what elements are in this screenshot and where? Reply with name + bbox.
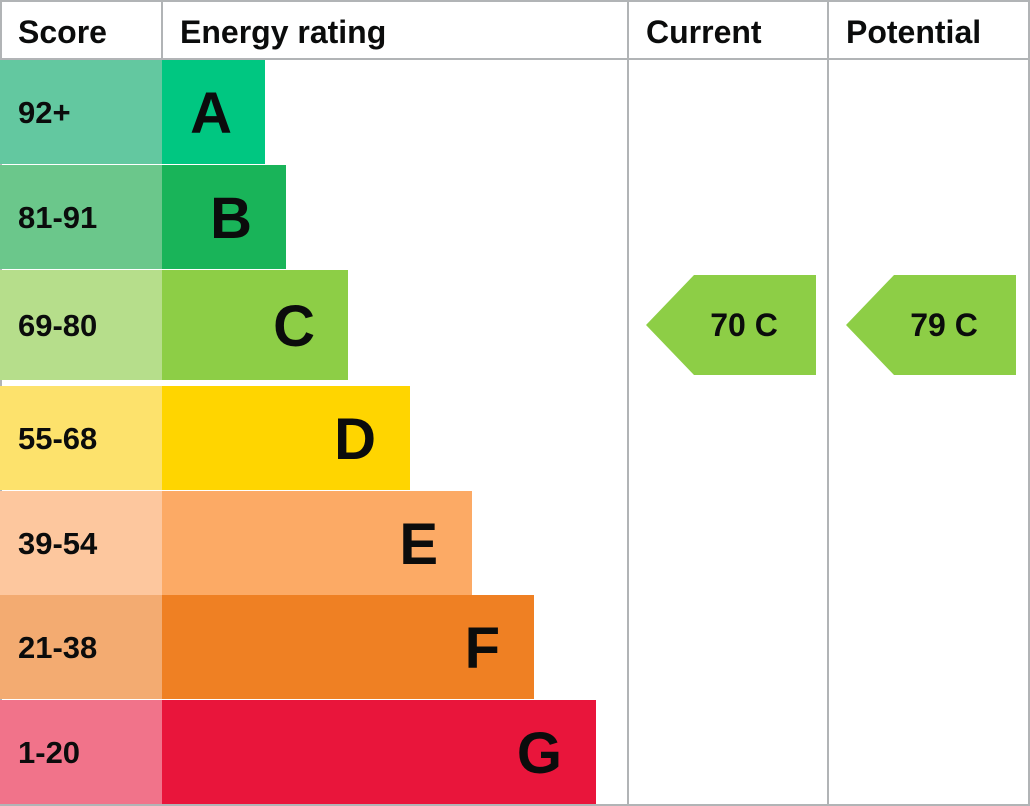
header-score: Score [18, 14, 107, 50]
rating-letter-c: C [273, 294, 315, 359]
current-rating-label: 70 C [710, 307, 778, 343]
rating-bar-g [162, 700, 596, 804]
potential-rating-label: 79 C [910, 307, 978, 343]
score-label-f: 21-38 [18, 630, 97, 665]
score-label-d: 55-68 [18, 421, 97, 456]
rating-bar-f [162, 595, 534, 699]
score-label-e: 39-54 [18, 526, 98, 561]
rating-bar-b [162, 165, 286, 269]
current-rating-arrow [646, 275, 816, 375]
score-label-g: 1-20 [18, 735, 80, 770]
score-cell-c [0, 270, 162, 380]
score-cell-b [0, 165, 162, 269]
score-label-a: 92+ [18, 95, 71, 130]
rating-letter-a: A [190, 81, 232, 146]
rating-letter-f: F [465, 616, 500, 681]
rating-bar-e [162, 491, 472, 595]
rating-bar-c [162, 270, 348, 380]
rating-letter-g: G [517, 721, 562, 786]
rating-letter-d: D [334, 407, 376, 472]
score-label-c: 69-80 [18, 308, 97, 343]
rating-letter-e: E [399, 512, 438, 577]
score-cell-d [0, 386, 162, 490]
header-current: Current [646, 14, 762, 50]
score-cell-g [0, 700, 162, 804]
header-energy-rating: Energy rating [180, 14, 386, 50]
potential-rating-arrow [846, 275, 1016, 375]
score-cell-a [0, 60, 162, 164]
score-cell-f [0, 595, 162, 699]
rating-bar-a [162, 60, 265, 164]
rating-letter-b: B [210, 186, 252, 251]
rating-bar-d [162, 386, 410, 490]
score-label-b: 81-91 [18, 200, 97, 235]
header-potential: Potential [846, 14, 981, 50]
score-cell-e [0, 491, 162, 595]
